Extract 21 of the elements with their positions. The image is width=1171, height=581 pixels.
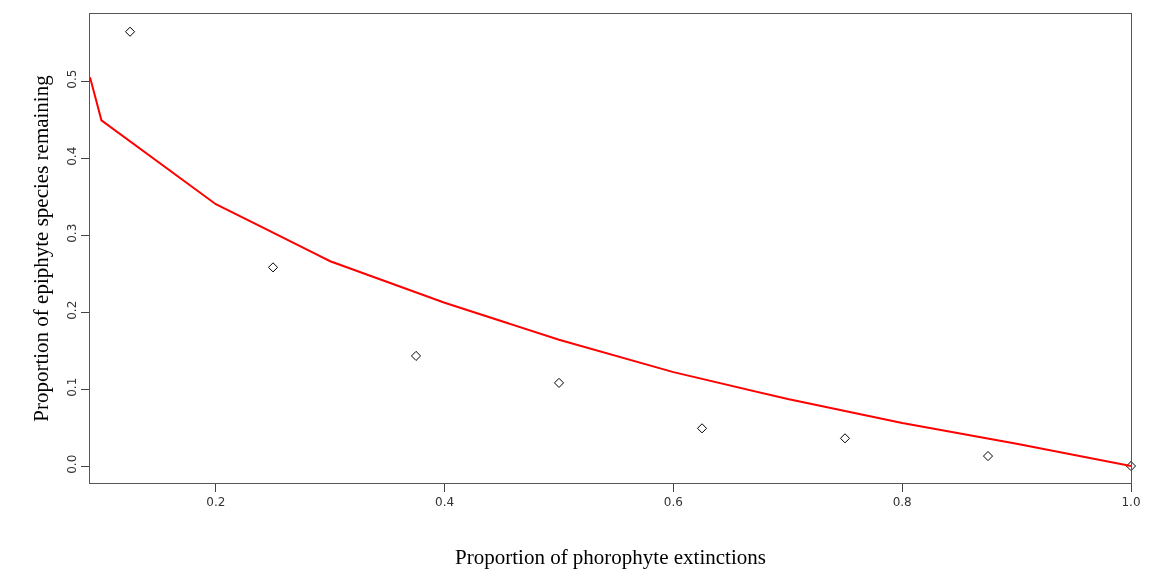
point xyxy=(410,350,422,361)
y-tick-label: 0.4 xyxy=(65,146,80,166)
x-tick-label: 0.4 xyxy=(435,495,455,510)
point xyxy=(124,26,136,37)
x-tick-label: 1.0 xyxy=(1121,495,1141,510)
y-tick-label: 0.2 xyxy=(65,300,80,320)
y-tick-label: 0.3 xyxy=(65,223,80,243)
point xyxy=(982,451,994,462)
point xyxy=(1125,461,1137,472)
point xyxy=(696,423,708,434)
y-tick-label: 0.5 xyxy=(65,69,80,89)
x-axis-title: Proportion of phorophyte extinctions xyxy=(455,544,766,569)
x-tick-label: 0.6 xyxy=(663,495,683,510)
point xyxy=(267,262,279,273)
y-tick-label: 0.0 xyxy=(65,454,80,474)
y-tick-label: 0.1 xyxy=(65,377,80,397)
point xyxy=(553,377,565,388)
point xyxy=(839,433,851,444)
x-tick-label: 0.2 xyxy=(206,495,226,510)
y-axis-title: Proportion of epiphyte species remaining xyxy=(29,74,54,422)
x-tick-label: 0.8 xyxy=(892,495,912,510)
